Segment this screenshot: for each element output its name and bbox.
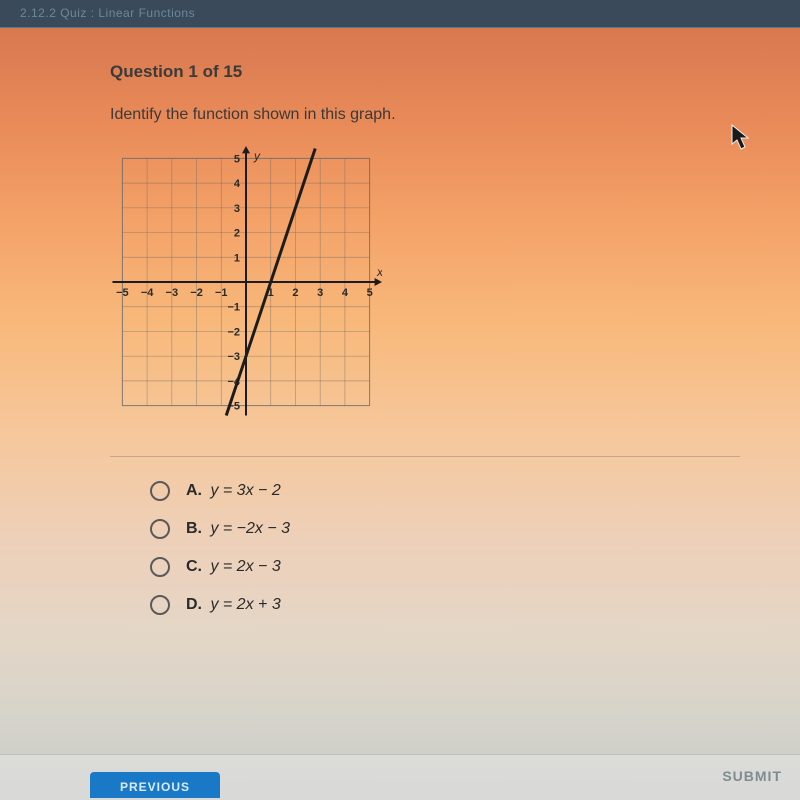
previous-button-label: PREVIOUS: [120, 780, 190, 794]
svg-text:4: 4: [342, 287, 349, 299]
answer-choices: A. y = 3x − 2 B. y = −2x − 3 C. y = 2x − 3…: [110, 481, 740, 615]
content-viewport: Question 1 of 15 Identify the function s…: [0, 28, 800, 800]
svg-text:x: x: [376, 265, 382, 279]
radio-icon[interactable]: [150, 481, 170, 501]
svg-text:3: 3: [234, 203, 240, 215]
graph: −5−4−3−2−112345−5−4−3−2−112345xy: [110, 146, 382, 418]
radio-icon[interactable]: [150, 519, 170, 539]
choice-label: A. y = 3x − 2: [186, 482, 281, 500]
divider: [110, 456, 740, 457]
tab-title: 2.12.2 Quiz : Linear Functions: [20, 6, 195, 20]
previous-button[interactable]: PREVIOUS: [90, 772, 220, 798]
svg-text:5: 5: [367, 287, 373, 299]
question-counter: Question 1 of 15: [110, 62, 740, 82]
radio-icon[interactable]: [150, 595, 170, 615]
svg-text:−1: −1: [215, 287, 228, 299]
cursor-icon: [730, 124, 752, 152]
submit-button[interactable]: SUBMIT: [722, 768, 782, 798]
choice-d[interactable]: D. y = 2x + 3: [150, 595, 740, 615]
choice-b[interactable]: B. y = −2x − 3: [150, 519, 740, 539]
radio-icon[interactable]: [150, 557, 170, 577]
choice-a[interactable]: A. y = 3x − 2: [150, 481, 740, 501]
svg-text:−2: −2: [227, 326, 240, 338]
svg-text:1: 1: [234, 252, 240, 264]
choice-label: D. y = 2x + 3: [186, 596, 281, 614]
question-prompt: Identify the function shown in this grap…: [110, 106, 740, 124]
svg-text:−5: −5: [116, 287, 129, 299]
svg-text:−2: −2: [190, 287, 203, 299]
svg-text:2: 2: [234, 228, 240, 240]
choice-c[interactable]: C. y = 2x − 3: [150, 557, 740, 577]
tab-bar: 2.12.2 Quiz : Linear Functions: [0, 0, 800, 28]
svg-text:3: 3: [317, 287, 323, 299]
svg-text:4: 4: [234, 178, 241, 190]
svg-text:−1: −1: [227, 302, 240, 314]
svg-text:y: y: [253, 149, 261, 163]
svg-text:−3: −3: [227, 351, 240, 363]
submit-button-label: SUBMIT: [722, 768, 782, 784]
svg-text:2: 2: [292, 287, 298, 299]
choice-label: B. y = −2x − 3: [186, 520, 290, 538]
svg-text:−3: −3: [166, 287, 179, 299]
bottom-bar: PREVIOUS SUBMIT: [0, 754, 800, 800]
svg-text:5: 5: [234, 153, 240, 165]
svg-text:−4: −4: [141, 287, 154, 299]
choice-label: C. y = 2x − 3: [186, 558, 281, 576]
